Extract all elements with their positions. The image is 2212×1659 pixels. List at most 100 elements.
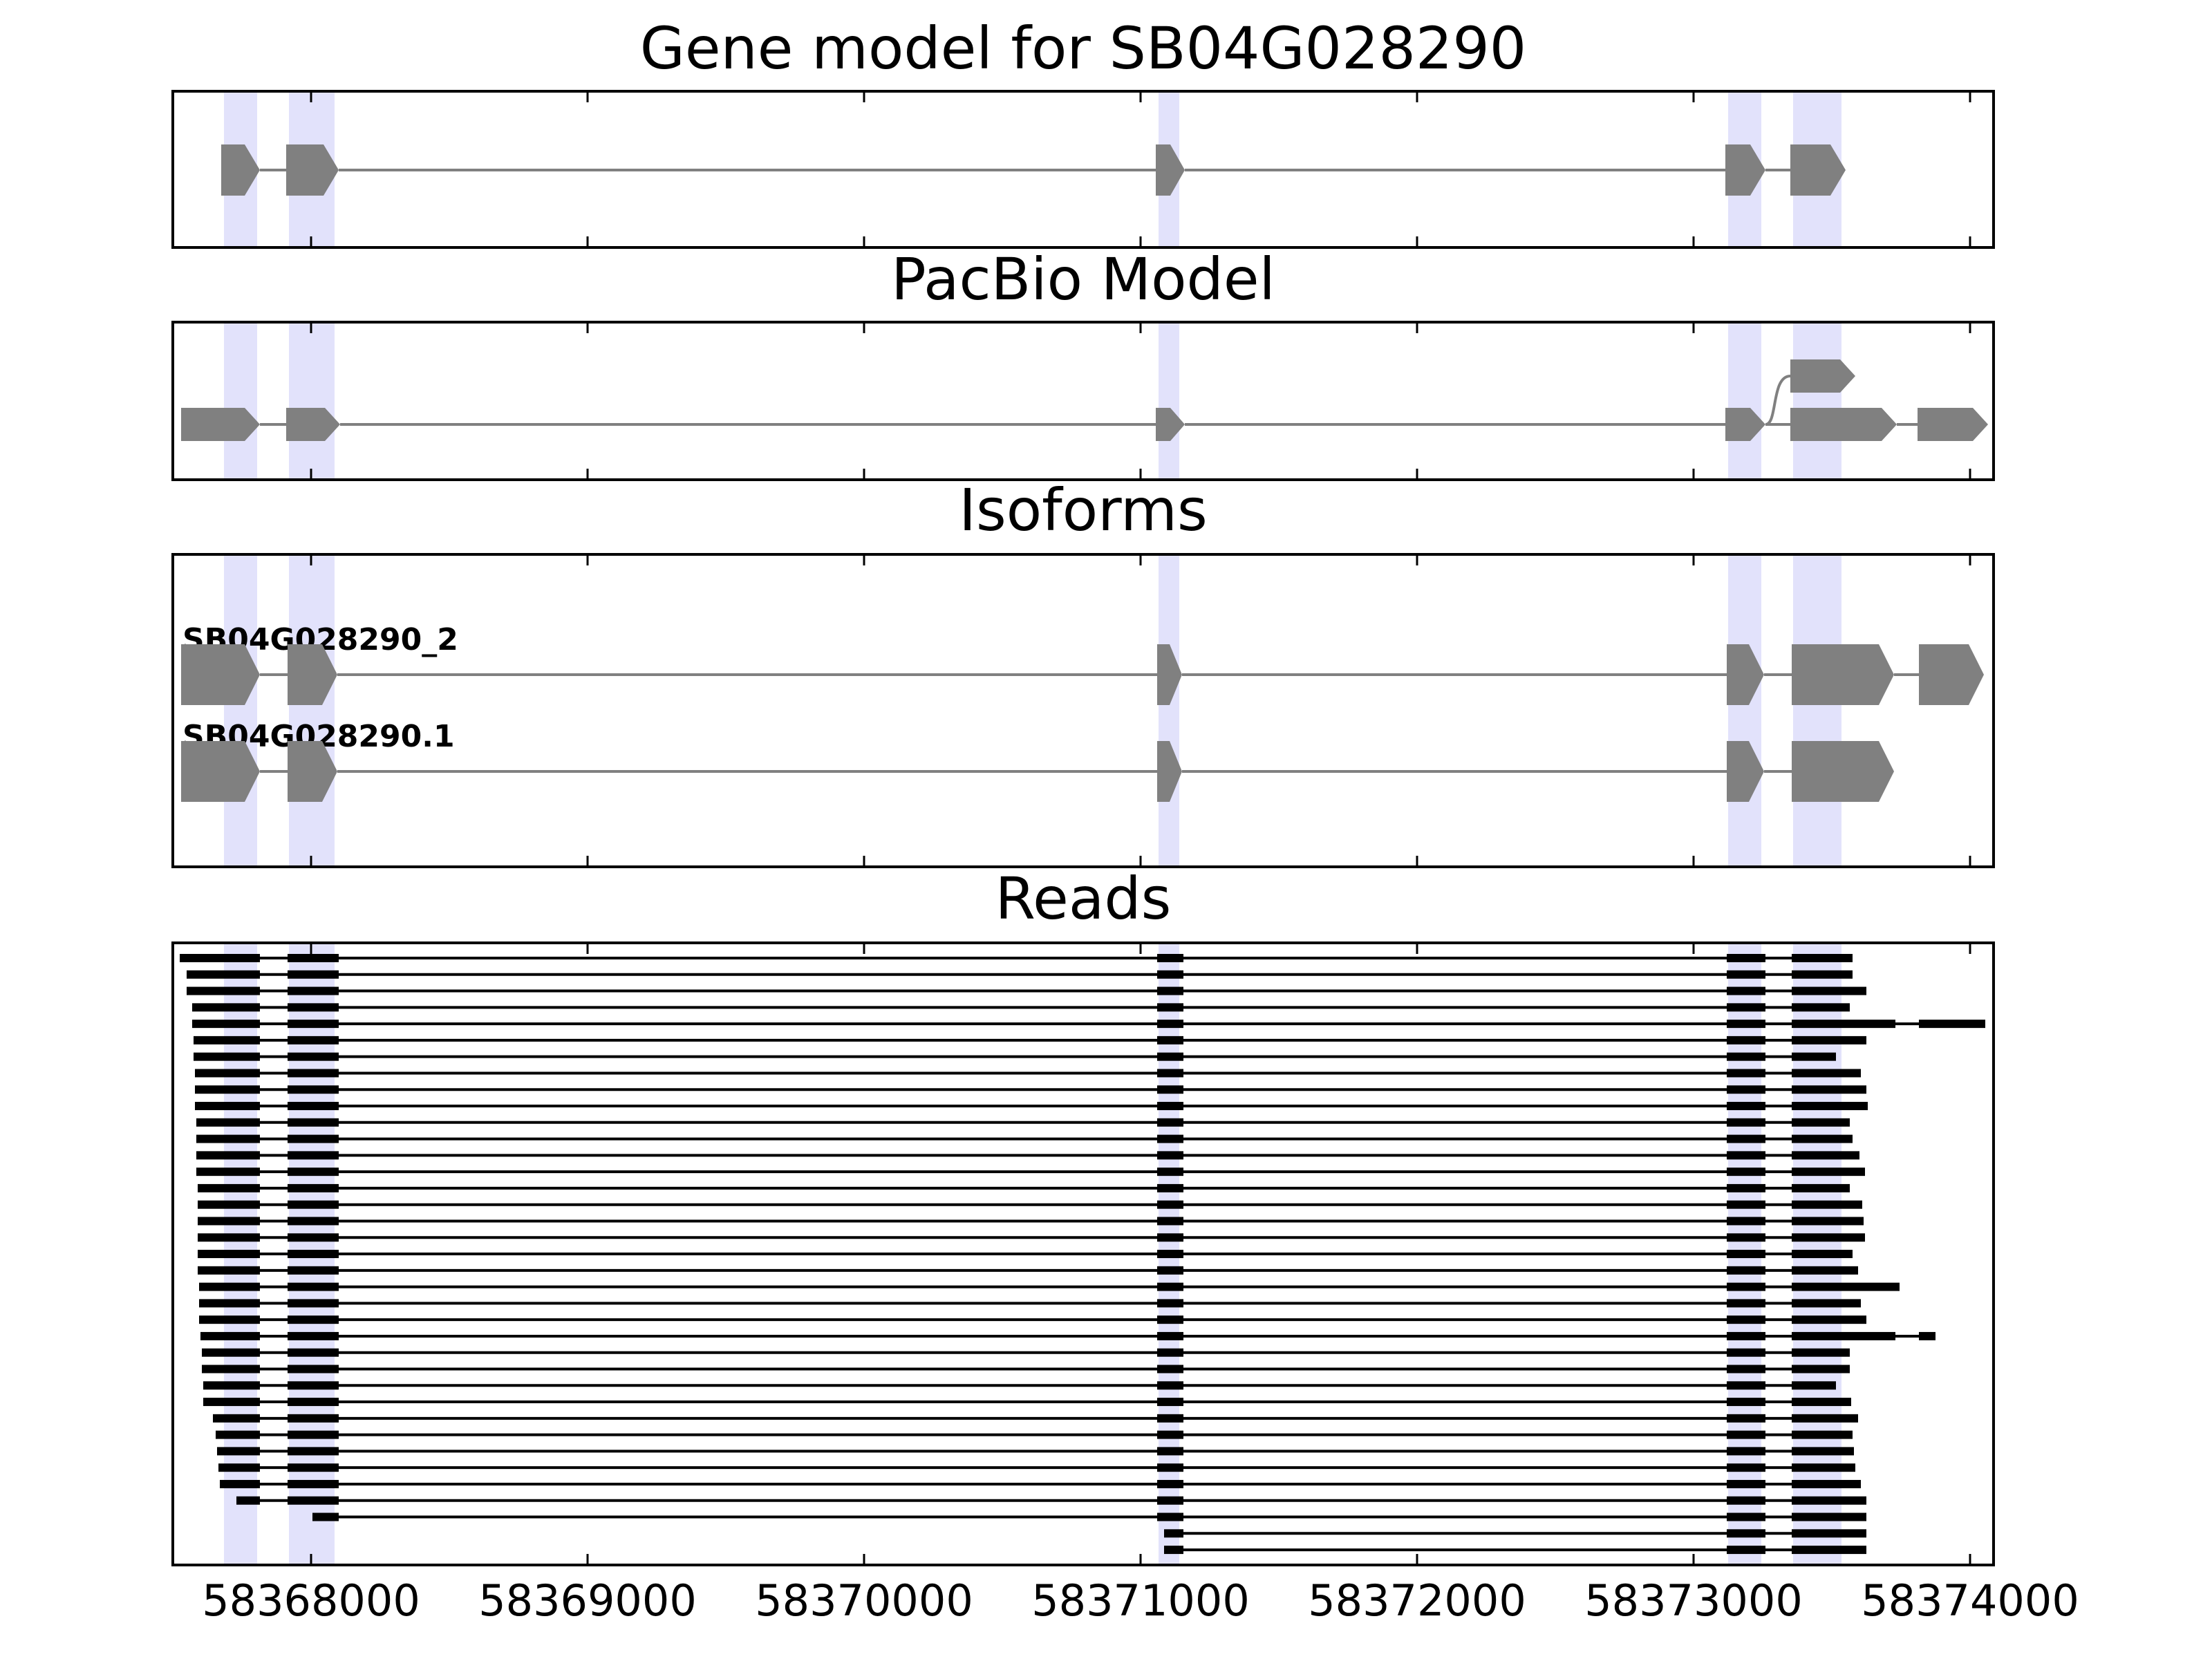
read-exon bbox=[1727, 1398, 1765, 1407]
read-exon bbox=[1792, 1414, 1858, 1423]
read-exon bbox=[288, 1365, 339, 1374]
exon bbox=[1725, 408, 1765, 441]
read-exon bbox=[1727, 1052, 1765, 1061]
exon bbox=[181, 644, 260, 705]
read-exon bbox=[202, 1348, 260, 1357]
read-exon bbox=[1792, 1299, 1861, 1308]
read-exon bbox=[288, 970, 339, 979]
read-exon bbox=[1727, 1069, 1765, 1078]
read-exon bbox=[1727, 1282, 1765, 1291]
read-exon bbox=[288, 1085, 339, 1094]
read-exon bbox=[1792, 1250, 1853, 1259]
read-exon bbox=[288, 1134, 339, 1143]
panel-title: PacBio Model bbox=[891, 245, 1275, 313]
read-exon bbox=[1792, 1315, 1866, 1324]
read-exon bbox=[1727, 1546, 1765, 1555]
read-exon bbox=[1727, 1496, 1765, 1505]
read-exon bbox=[1792, 1479, 1861, 1488]
read-exon bbox=[1157, 1331, 1183, 1340]
read-exon bbox=[288, 1217, 339, 1226]
read-exon bbox=[1727, 1266, 1765, 1275]
read-exon bbox=[1157, 1381, 1183, 1390]
exon-highlight bbox=[289, 322, 335, 480]
read-exon bbox=[1164, 1546, 1183, 1555]
read-exon bbox=[1157, 1085, 1183, 1094]
exon bbox=[1156, 408, 1185, 441]
read-exon bbox=[288, 1069, 339, 1078]
read-exon bbox=[199, 1299, 260, 1308]
read-exon bbox=[288, 1430, 339, 1439]
exon bbox=[221, 144, 260, 196]
read-exon bbox=[1792, 1168, 1865, 1177]
exon bbox=[1792, 741, 1894, 802]
read-exon bbox=[203, 1398, 260, 1407]
read-exon bbox=[236, 1496, 260, 1505]
read-exon bbox=[1792, 1331, 1895, 1340]
read-exon bbox=[1792, 1233, 1865, 1242]
read-exon bbox=[1792, 1447, 1854, 1456]
panel-frame bbox=[171, 941, 1995, 1566]
x-tick-label: 58370000 bbox=[755, 1575, 973, 1626]
read-exon bbox=[192, 1003, 260, 1012]
exon bbox=[1919, 644, 1984, 705]
panel-frame bbox=[171, 321, 1995, 481]
read-exon bbox=[288, 1151, 339, 1160]
read-exon bbox=[1792, 1546, 1866, 1555]
read-exon bbox=[196, 1168, 260, 1177]
read-exon bbox=[217, 1447, 260, 1456]
read-exon bbox=[1157, 1233, 1183, 1242]
read-exon bbox=[288, 1348, 339, 1357]
read-exon bbox=[1792, 1348, 1850, 1357]
read-exon bbox=[288, 1463, 339, 1472]
read-exon bbox=[1792, 1102, 1868, 1111]
read-exon bbox=[1727, 1348, 1765, 1357]
read-exon bbox=[288, 1233, 339, 1242]
read-exon bbox=[1792, 1217, 1864, 1226]
exon-highlight bbox=[224, 322, 257, 480]
read-exon bbox=[288, 1102, 339, 1111]
read-exon bbox=[1727, 1020, 1765, 1029]
panel-title: Reads bbox=[995, 865, 1172, 932]
x-tick-label: 58372000 bbox=[1308, 1575, 1526, 1626]
read-exon bbox=[288, 1479, 339, 1488]
exon-highlight bbox=[289, 554, 335, 867]
read-exon bbox=[218, 1463, 260, 1472]
read-exon bbox=[1157, 1430, 1183, 1439]
read-exon bbox=[288, 1496, 339, 1505]
read-exon bbox=[1727, 1331, 1765, 1340]
read-exon bbox=[1727, 1168, 1765, 1177]
read-exon bbox=[1792, 1463, 1855, 1472]
read-exon bbox=[1727, 1365, 1765, 1374]
read-exon bbox=[1157, 1266, 1183, 1275]
panel-frame bbox=[171, 90, 1995, 249]
read-exon bbox=[198, 1266, 260, 1275]
read-exon bbox=[1157, 1035, 1183, 1044]
read-exon bbox=[288, 1052, 339, 1061]
exon-highlight bbox=[1728, 554, 1761, 867]
read-exon bbox=[1727, 1217, 1765, 1226]
exon bbox=[1918, 408, 1988, 441]
read-exon bbox=[1792, 1381, 1836, 1390]
read-exon bbox=[1157, 1183, 1183, 1192]
read-exon bbox=[1792, 1151, 1859, 1160]
read-exon bbox=[1792, 954, 1853, 962]
read-exon bbox=[198, 1233, 260, 1242]
read-exon bbox=[288, 954, 339, 962]
read-exon bbox=[203, 1381, 260, 1390]
read-exon bbox=[1792, 1266, 1858, 1275]
read-exon bbox=[1157, 1365, 1183, 1374]
exon bbox=[286, 408, 340, 441]
x-tick-label: 58371000 bbox=[1031, 1575, 1250, 1626]
intron bbox=[1765, 375, 1791, 426]
x-tick-label: 58373000 bbox=[1584, 1575, 1803, 1626]
read-exon bbox=[1157, 970, 1183, 979]
read-exon bbox=[288, 1250, 339, 1259]
read-exon bbox=[1727, 1151, 1765, 1160]
read-exon bbox=[288, 1168, 339, 1177]
read-exon bbox=[1727, 1085, 1765, 1094]
read-exon bbox=[198, 1217, 260, 1226]
read-exon bbox=[1727, 1003, 1765, 1012]
exon bbox=[1157, 644, 1182, 705]
